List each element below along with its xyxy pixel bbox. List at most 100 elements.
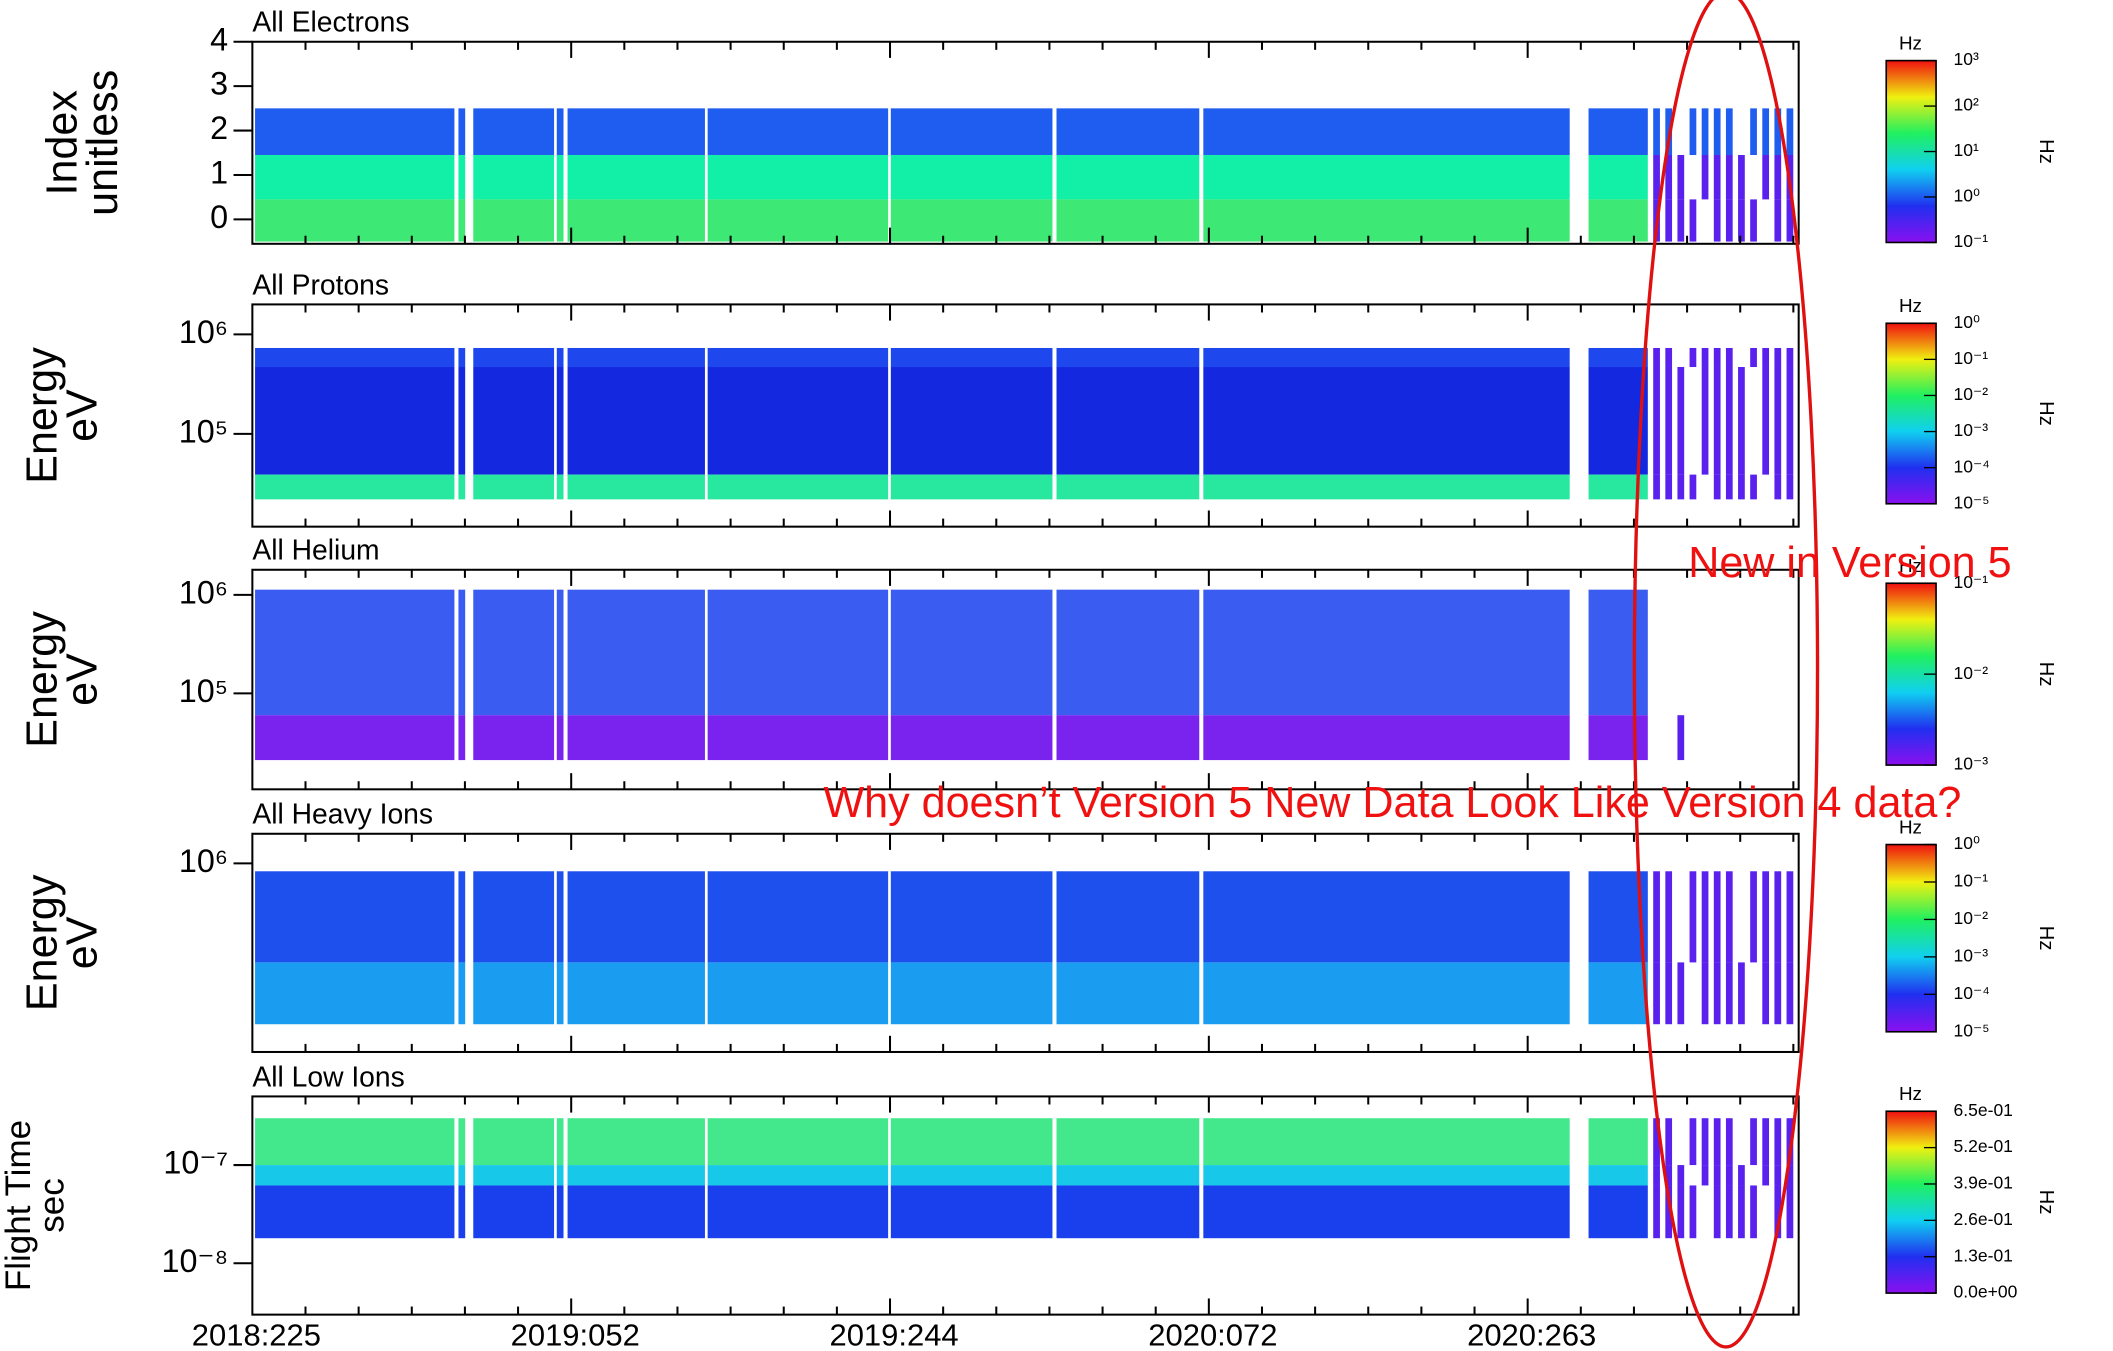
data-gap <box>563 571 568 788</box>
sparse-stripe <box>1677 962 1685 1025</box>
spectrogram-band <box>255 1185 1648 1239</box>
data-gap <box>1052 43 1057 243</box>
annotation: New in Version 5 <box>1688 539 2011 587</box>
plot-frame <box>251 1095 1800 1316</box>
colorbar-tick-label: 10⁻² <box>1954 663 1989 683</box>
data-gap <box>888 571 891 788</box>
colorbar-tick-label: 1.3e-01 <box>1954 1245 2013 1265</box>
sparse-stripe <box>1786 1118 1794 1166</box>
x-tick-label: 2020:263 <box>1467 1318 1596 1351</box>
y-axis-label: Energy <box>18 611 66 748</box>
data-gap <box>1569 43 1589 243</box>
colorbar <box>1885 322 1937 505</box>
sparse-stripe <box>1774 474 1782 500</box>
sparse-stripe <box>1738 962 1745 1025</box>
sparse-stripe <box>1653 154 1660 200</box>
sparse-stripe <box>1677 199 1685 242</box>
colorbar-tick-label: 10⁻³ <box>1954 420 1989 440</box>
sparse-stripe <box>1701 1165 1709 1186</box>
y-tick-label: 10⁵ <box>179 673 228 709</box>
sparse-stripe <box>1762 871 1770 963</box>
data-gap <box>554 1097 557 1314</box>
colorbar-tick-label: 6.5e-01 <box>1954 1100 2013 1120</box>
sparse-stripe <box>1750 1118 1757 1166</box>
spectrogram-band <box>255 474 1648 500</box>
spectrogram-band <box>255 589 1648 716</box>
data-gap <box>454 1097 459 1314</box>
sparse-stripe <box>1762 108 1770 155</box>
y-tick-label: 10⁻⁸ <box>161 1243 228 1279</box>
colorbar-tick-label: 10⁻² <box>1954 384 1989 404</box>
colorbar-tick-label: 10⁻³ <box>1954 946 1989 966</box>
y-tick-label: 10⁶ <box>179 314 228 350</box>
spectrogram-band <box>255 962 1648 1025</box>
sparse-stripe <box>1725 367 1733 475</box>
colorbar-tick-label: 10¹ <box>1954 140 1979 160</box>
sparse-stripe <box>1677 367 1685 475</box>
colorbar-tick-label: 10⁻⁵ <box>1954 492 1990 512</box>
colorbar-tick-label: 10⁻¹ <box>1954 231 1989 251</box>
sparse-stripe <box>1774 962 1782 1025</box>
panel-title: All Heavy Ions <box>252 798 433 830</box>
highlight-ellipse <box>1632 0 1820 1349</box>
sparse-stripe <box>1701 347 1709 368</box>
sparse-stripe <box>1689 474 1697 500</box>
y-axis-label: Energy <box>18 347 66 484</box>
colorbar-tick-label: 3.9e-01 <box>1954 1173 2013 1193</box>
colorbar-tick-label: 10⁻⁵ <box>1954 1020 1990 1040</box>
plot-frame <box>251 303 1800 528</box>
data-gap <box>1199 571 1204 788</box>
y-tick-label: 4 <box>210 21 228 57</box>
data-gap <box>554 571 557 788</box>
spectrogram-band <box>255 1165 1648 1186</box>
spectrogram-band <box>255 347 1648 368</box>
sparse-stripe <box>1653 871 1660 963</box>
sparse-stripe <box>1786 1185 1794 1239</box>
data-gap <box>1199 835 1204 1051</box>
colorbar-title: Hz <box>1899 32 1922 53</box>
sparse-stripe <box>1786 347 1794 368</box>
y-axis-label: unitless <box>79 70 127 216</box>
sparse-stripe <box>1725 1118 1733 1166</box>
colorbar-tick-label: 10⁻⁴ <box>1954 983 1990 1003</box>
sparse-stripe <box>1762 1165 1770 1186</box>
sparse-stripe <box>1653 1185 1660 1239</box>
colorbar-tick-label: 10⁻³ <box>1954 754 1989 774</box>
spectrogram-band <box>255 199 1648 242</box>
colorbar <box>1885 843 1937 1033</box>
sparse-stripe <box>1774 1118 1782 1166</box>
data-gap <box>888 1097 891 1314</box>
sparse-stripe <box>1701 367 1709 475</box>
sparse-stripe <box>1665 154 1673 200</box>
y-tick-label: 10⁵ <box>179 413 228 449</box>
data-gap <box>888 835 891 1051</box>
colorbar-title: Hz <box>1899 555 1922 576</box>
panel-title: All Electrons <box>252 6 409 38</box>
data-gap <box>554 305 557 526</box>
colorbar-axis-label: Hz <box>2035 139 2057 164</box>
sparse-stripe <box>1689 199 1697 242</box>
annotation: Why doesn’t Version 5 New Data Look Like… <box>823 779 1961 827</box>
sparse-stripe <box>1665 199 1673 242</box>
data-gap <box>888 305 891 526</box>
sparse-stripe <box>1750 1185 1757 1239</box>
spectrogram-band <box>255 871 1648 963</box>
data-gap <box>1569 1097 1589 1314</box>
data-gap <box>454 571 459 788</box>
sparse-stripe <box>1786 474 1794 500</box>
sparse-stripe <box>1653 474 1660 500</box>
x-tick-label: 2019:052 <box>511 1318 640 1351</box>
colorbar-tick-label: 10⁻¹ <box>1954 348 1989 368</box>
sparse-stripe <box>1738 474 1745 500</box>
sparse-stripe <box>1786 1165 1794 1186</box>
plot-frame <box>251 832 1800 1053</box>
sparse-stripe <box>1725 1185 1733 1239</box>
sparse-stripe <box>1762 154 1770 200</box>
colorbar-title: Hz <box>1899 1083 1922 1104</box>
data-gap <box>1052 571 1057 788</box>
colorbar-tick-label: 5.2e-01 <box>1954 1136 2013 1156</box>
sparse-stripe <box>1774 347 1782 368</box>
data-gap <box>563 305 568 526</box>
colorbar-tick-label: 10³ <box>1954 49 1979 69</box>
